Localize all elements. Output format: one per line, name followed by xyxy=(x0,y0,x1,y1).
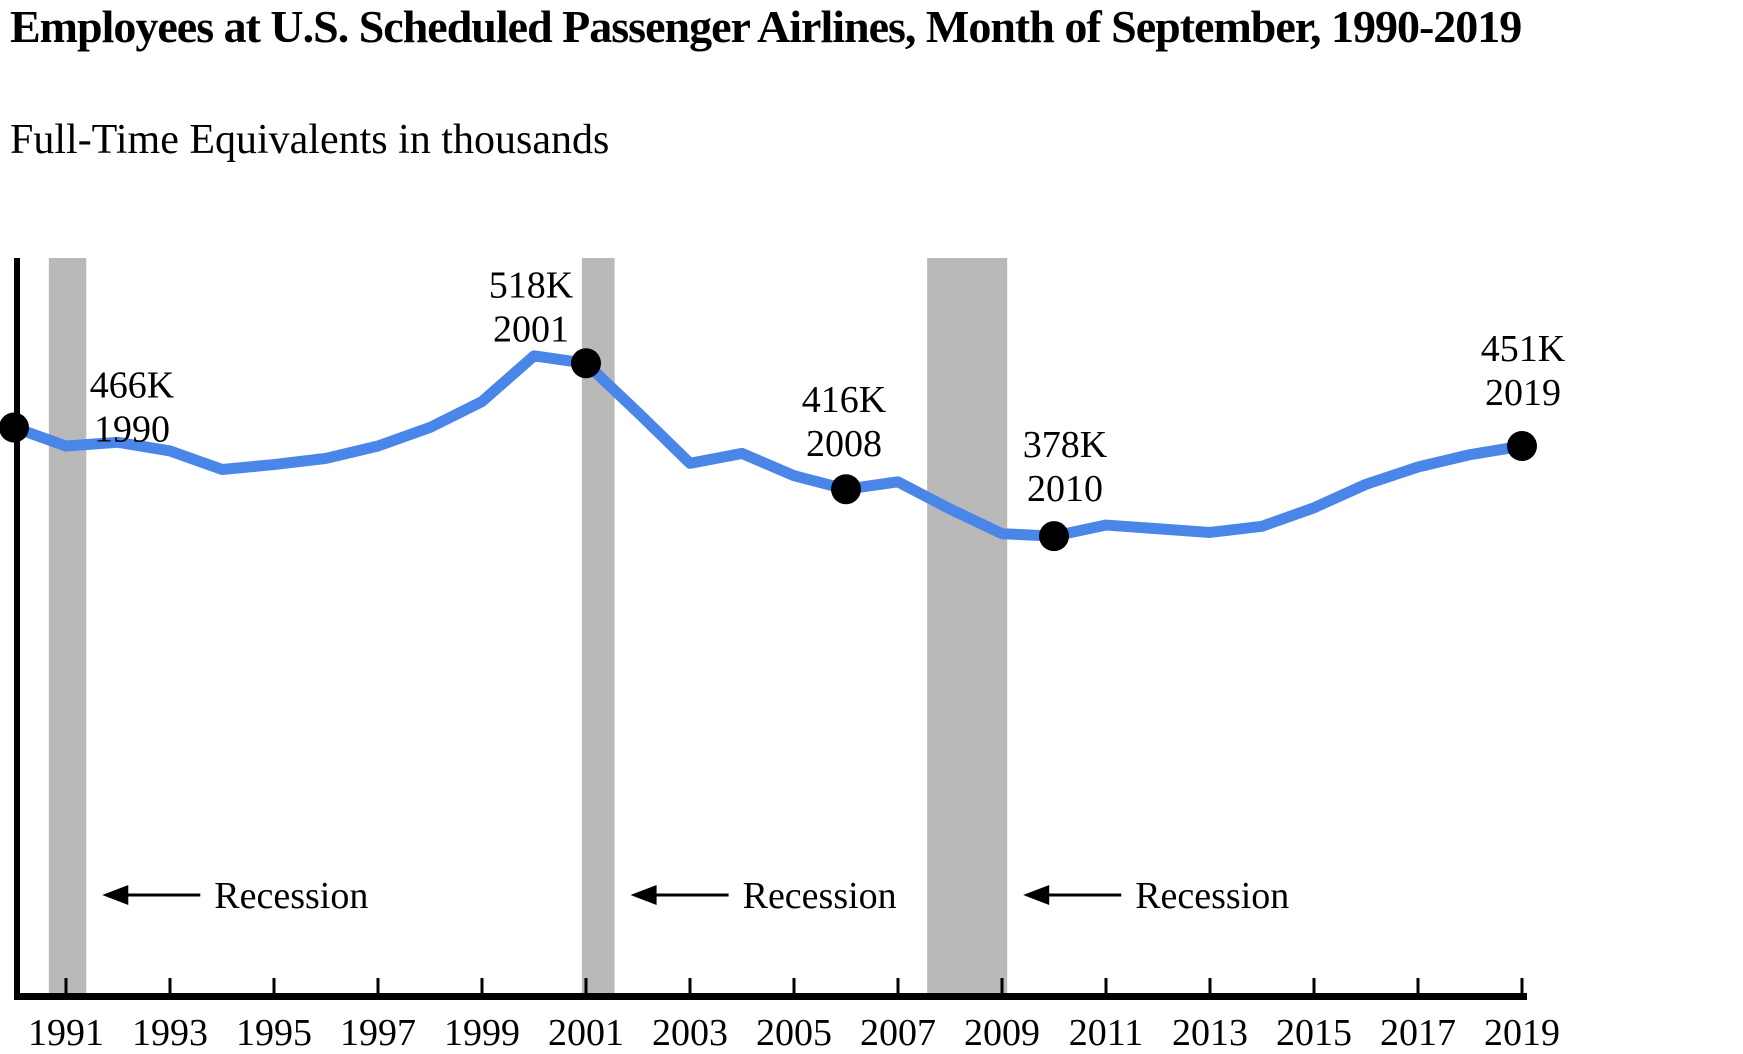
x-tick-label: 2005 xyxy=(756,1012,832,1054)
x-tick-label: 1997 xyxy=(340,1012,416,1054)
recession-label: Recession xyxy=(1135,875,1289,917)
x-tick xyxy=(1104,978,1108,993)
x-tick-label: 2007 xyxy=(860,1012,936,1054)
y-axis xyxy=(14,258,20,1000)
x-axis xyxy=(14,993,1527,1000)
x-tick-label: 2013 xyxy=(1172,1012,1248,1054)
x-tick-label: 2001 xyxy=(548,1012,624,1054)
callout-dot xyxy=(0,412,29,443)
x-tick xyxy=(376,978,380,993)
callout-value-label: 518K xyxy=(489,264,574,306)
callout-dot xyxy=(831,474,861,505)
x-tick xyxy=(168,978,172,993)
chart-title: Employees at U.S. Scheduled Passenger Ai… xyxy=(10,1,1522,52)
employment-line xyxy=(8,350,1528,542)
chart-subtitle: Full-Time Equivalents in thousands xyxy=(10,117,610,163)
callout-year-label: 2008 xyxy=(806,423,882,465)
x-tick-label: 2011 xyxy=(1069,1012,1144,1054)
x-tick xyxy=(896,978,900,993)
x-tick xyxy=(480,978,484,993)
callout-year-label: 1990 xyxy=(94,408,170,450)
callout-dot xyxy=(1507,431,1537,462)
x-tick-label: 2015 xyxy=(1276,1012,1352,1054)
recession-label: Recession xyxy=(743,875,897,917)
x-tick-label: 1991 xyxy=(28,1012,104,1054)
x-tick xyxy=(688,978,692,993)
callout-value-label: 451K xyxy=(1481,328,1566,370)
x-tick-label: 2009 xyxy=(964,1012,1040,1054)
callout-dot xyxy=(1039,521,1069,552)
x-tick xyxy=(1208,978,1212,993)
recession-band xyxy=(48,258,87,993)
x-tick xyxy=(272,978,276,993)
x-tick-label: 2003 xyxy=(652,1012,728,1054)
callout-value-label: 378K xyxy=(1023,424,1108,466)
x-tick-label: 2017 xyxy=(1380,1012,1456,1054)
x-tick xyxy=(1520,978,1524,993)
left-arrow-icon xyxy=(102,885,129,905)
left-arrow-icon xyxy=(1023,885,1050,905)
x-tick xyxy=(64,978,68,993)
x-tick xyxy=(584,978,588,993)
x-tick xyxy=(1000,978,1004,993)
x-tick xyxy=(792,978,796,993)
callout-year-label: 2010 xyxy=(1027,468,1103,510)
x-tick-label: 2019 xyxy=(1484,1012,1560,1054)
callout-dot xyxy=(571,348,601,379)
x-tick-label: 1995 xyxy=(236,1012,312,1054)
recession-band xyxy=(927,258,1008,993)
x-tick xyxy=(1416,978,1420,993)
x-tick-label: 1993 xyxy=(132,1012,208,1054)
callout-year-label: 2019 xyxy=(1485,372,1561,414)
callout-value-label: 416K xyxy=(802,379,887,421)
recession-label: Recession xyxy=(214,875,368,917)
x-tick-label: 1999 xyxy=(444,1012,520,1054)
callout-year-label: 2001 xyxy=(493,308,569,350)
x-tick xyxy=(1312,978,1316,993)
callout-value-label: 466K xyxy=(90,364,175,406)
left-arrow-icon xyxy=(630,885,657,905)
